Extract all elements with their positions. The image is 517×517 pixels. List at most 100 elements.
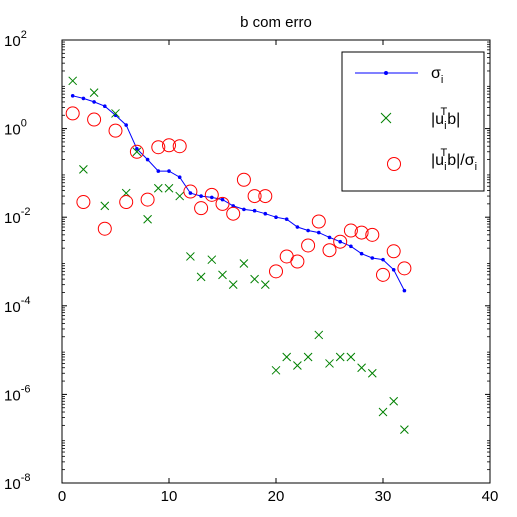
- ratio-point: [97, 221, 112, 236]
- utb-point: [314, 330, 324, 340]
- sigma-point: [156, 169, 161, 173]
- utb-point: [293, 361, 302, 370]
- legend: σi |uiTb| |uiTb|/σi: [341, 51, 485, 192]
- sigma-point: [92, 100, 96, 104]
- sigma-point: [242, 207, 246, 212]
- utb-point-stroke: [293, 361, 302, 370]
- sigma-point: [327, 235, 332, 240]
- x-tick-label: 40: [482, 488, 499, 505]
- utb-point: [89, 88, 99, 97]
- y-tick-label: 100: [4, 118, 27, 139]
- y-tick-label: 10-6: [4, 383, 30, 404]
- y-tick-label: 10-8: [4, 472, 30, 493]
- legend-box: [341, 51, 485, 192]
- utb-point: [186, 252, 195, 261]
- chart-title: b com erro: [240, 14, 312, 31]
- ratio-point: [151, 140, 166, 155]
- sigma-point: [135, 146, 139, 151]
- utb-point: [250, 274, 259, 284]
- ratio-point: [129, 144, 144, 159]
- sigma-point: [381, 257, 385, 262]
- utb-point: [207, 255, 217, 265]
- utb-point: [228, 280, 238, 290]
- y-tick-label: 10-4: [4, 295, 30, 316]
- utb-point-stroke: [79, 165, 88, 174]
- series-layer: [65, 76, 412, 435]
- x-tick-label: 10: [161, 488, 178, 505]
- ratio-point: [269, 264, 283, 279]
- utb-point-stroke: [153, 183, 163, 193]
- utb-point: [239, 259, 249, 268]
- utb-point-stroke: [271, 365, 281, 375]
- utb-point-stroke: [325, 359, 334, 368]
- sigma-point: [177, 175, 182, 179]
- x-tick-label: 30: [375, 488, 392, 505]
- ratio-point: [236, 172, 251, 187]
- utb-point-stroke: [239, 259, 249, 268]
- utb-point-stroke: [186, 252, 195, 261]
- series-o-marker: [65, 106, 412, 282]
- utb-point: [260, 280, 270, 290]
- utb-point: [335, 352, 345, 362]
- legend-utb-label: |uiTb|: [431, 106, 460, 132]
- ratio-point: [290, 254, 305, 269]
- utb-point-stroke: [400, 425, 409, 435]
- sigma-point: [199, 194, 203, 198]
- ratio-point: [322, 243, 337, 258]
- sigma-point: [306, 228, 310, 233]
- utb-point: [282, 352, 292, 362]
- ratio-point: [333, 234, 348, 249]
- ratio-point: [204, 187, 219, 202]
- utb-point: [111, 109, 120, 118]
- utb-point-stroke: [111, 109, 120, 118]
- y-tick-label: 10-2: [4, 206, 30, 227]
- utb-point-stroke: [260, 280, 270, 290]
- sigma-point: [70, 94, 75, 98]
- utb-point: [218, 270, 227, 280]
- ratio-point: [258, 189, 273, 204]
- utb-point-stroke: [89, 88, 99, 97]
- utb-point-stroke: [389, 396, 399, 406]
- ratio-point: [65, 106, 80, 121]
- series-x-marker: [68, 76, 409, 435]
- axes: 0 10 20 30 40 102 100 10-2 10-4 10-6 10-8: [4, 29, 498, 505]
- utb-point-stroke: [335, 352, 345, 362]
- utb-point-stroke: [143, 214, 152, 224]
- utb-point: [367, 368, 377, 378]
- sigma-point: [167, 169, 171, 173]
- legend-sigma-marker: [384, 71, 388, 75]
- series-line-dot: [70, 94, 407, 293]
- utb-point: [175, 191, 185, 201]
- utb-point-stroke: [282, 352, 292, 362]
- utb-point-stroke: [100, 201, 110, 211]
- utb-point-stroke: [196, 272, 206, 282]
- utb-point: [68, 76, 78, 86]
- sigma-point: [81, 96, 86, 101]
- utb-point-stroke: [357, 363, 366, 373]
- utb-point: [153, 183, 163, 193]
- sigma-point: [188, 191, 193, 195]
- utb-point-stroke: [250, 274, 259, 284]
- utb-point-stroke: [346, 352, 356, 362]
- utb-point-stroke: [314, 330, 324, 340]
- ratio-point: [162, 138, 176, 153]
- y-tick-label: 102: [4, 29, 27, 50]
- utb-point-stroke: [228, 280, 238, 290]
- utb-point-stroke: [175, 191, 185, 201]
- ratio-point: [376, 267, 390, 282]
- sigma-point: [145, 157, 150, 162]
- ratio-point: [87, 112, 102, 127]
- legend-utb-marker: [380, 112, 392, 124]
- utb-point-stroke: [378, 407, 388, 417]
- ratio-point: [194, 201, 209, 216]
- sigma-point: [295, 225, 300, 229]
- utb-point: [143, 214, 152, 224]
- utb-point: [325, 359, 334, 368]
- sigma-point: [124, 123, 128, 127]
- x-tick-label: 20: [268, 488, 285, 505]
- utb-point: [303, 352, 313, 362]
- utb-point-stroke: [68, 76, 78, 86]
- sigma-line: [72, 95, 405, 291]
- utb-point-stroke: [164, 183, 174, 193]
